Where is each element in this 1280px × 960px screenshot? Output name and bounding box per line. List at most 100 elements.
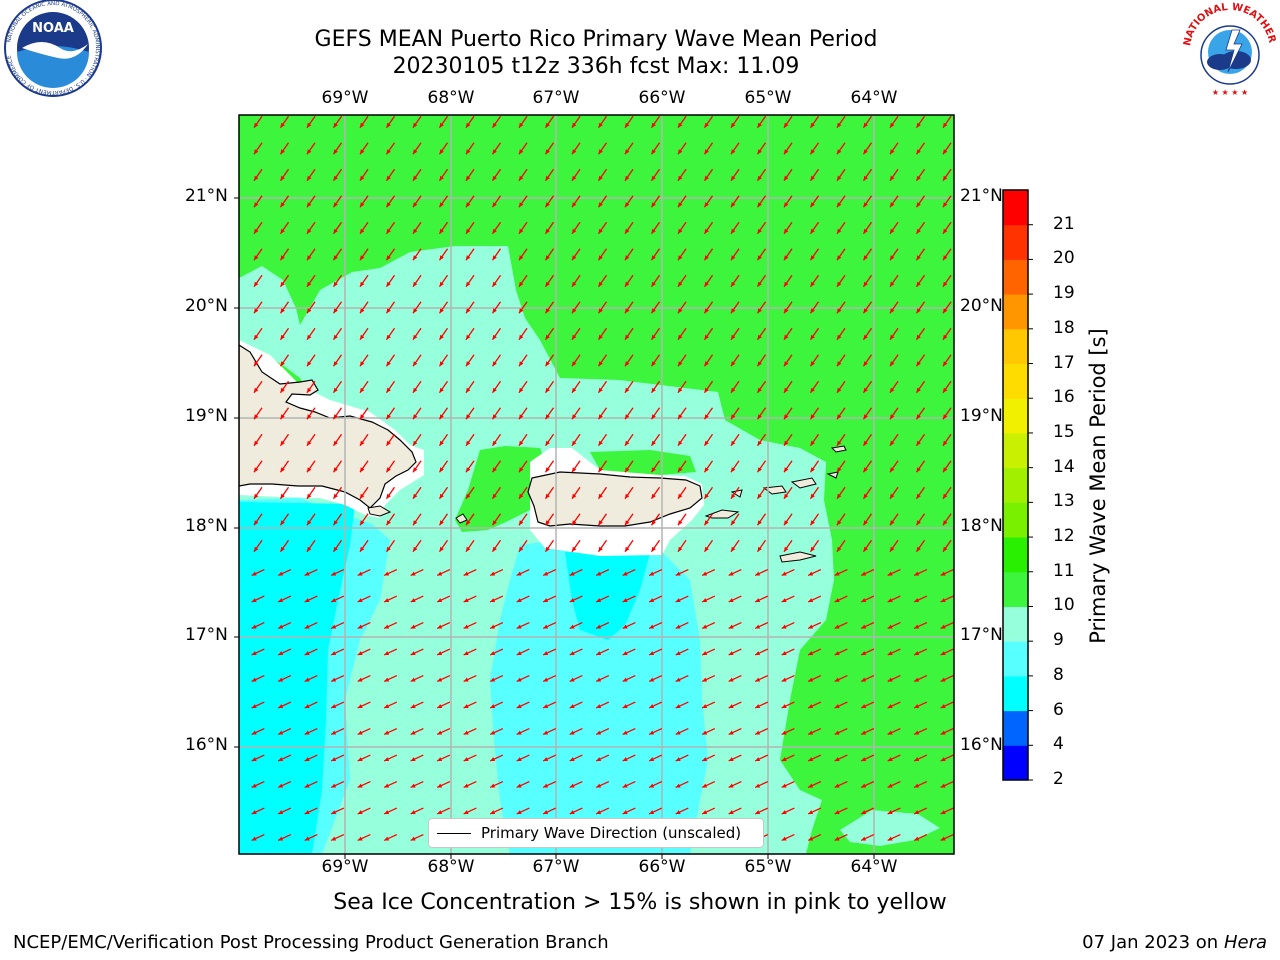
- wave-arrow-head: [545, 546, 550, 552]
- wave-arrow-head: [439, 202, 444, 208]
- wave-arrow-head: [492, 387, 497, 393]
- wave-arrow-head: [702, 651, 708, 656]
- wave-arrow-head: [412, 149, 418, 155]
- colorbar-label: 21: [1053, 213, 1075, 234]
- wave-arrow-head: [730, 308, 736, 314]
- wave-arrow-head: [306, 440, 312, 446]
- colorbar-block: [1003, 710, 1028, 746]
- wave-arrow-head: [463, 677, 469, 682]
- wave-arrow-head: [333, 175, 338, 181]
- wave-arrow-head: [940, 836, 946, 841]
- wave-arrow-head: [861, 836, 867, 841]
- wave-arrow-head: [543, 704, 549, 709]
- wave-arrow-head: [704, 308, 709, 314]
- wave-arrow-head: [942, 228, 948, 234]
- wave-arrow-head: [569, 624, 575, 629]
- wave-arrow-head: [598, 520, 603, 526]
- wave-arrow-head: [384, 571, 390, 576]
- wave-arrow-head: [675, 730, 681, 735]
- wave-arrow-head: [651, 361, 656, 367]
- wave-arrow-head: [251, 571, 257, 576]
- wave-arrow-head: [545, 122, 550, 128]
- wave-arrow-head: [386, 520, 391, 526]
- wave-arrow-head: [887, 810, 893, 815]
- wave-arrow-head: [836, 467, 842, 473]
- wave-arrow-head: [492, 361, 497, 367]
- wave-arrow-head: [280, 228, 285, 234]
- wave-arrow-head: [755, 651, 761, 656]
- wave-arrow-head: [516, 704, 522, 709]
- wave-arrow-head: [543, 783, 549, 788]
- wave-arrow-head: [569, 598, 575, 603]
- wave-arrow-head: [359, 520, 365, 526]
- field-8-9s-south: [490, 540, 708, 854]
- wave-arrow-head: [677, 175, 683, 181]
- wave-arrow-head: [410, 571, 416, 576]
- wave-arrow-head: [571, 281, 577, 287]
- wave-arrow-head: [889, 334, 895, 340]
- wave-arrow-head: [651, 414, 656, 420]
- wave-arrow-head: [861, 810, 867, 815]
- wave-arrow-head: [916, 175, 921, 181]
- wave-arrow-head: [492, 122, 497, 128]
- wave-arrow-head: [598, 546, 603, 552]
- lon-label: 65°W: [744, 88, 792, 108]
- colorbar-label: 10: [1053, 595, 1075, 616]
- wave-arrow-head: [463, 757, 469, 762]
- wave-arrow-head: [702, 757, 708, 762]
- wave-arrow-head: [410, 783, 416, 788]
- wave-arrow-head: [651, 467, 656, 473]
- wave-arrow-head: [492, 414, 497, 420]
- wave-arrow-head: [518, 122, 524, 128]
- wave-arrow-head: [569, 810, 575, 815]
- wave-arrow-head: [863, 546, 868, 552]
- wave-arrow-head: [304, 677, 310, 682]
- wave-arrow-head: [810, 281, 815, 287]
- wave-arrow-head: [253, 308, 259, 314]
- wave-arrow-head: [783, 414, 789, 420]
- wave-arrow-head: [651, 546, 656, 552]
- wave-arrow-head: [781, 598, 787, 603]
- wave-arrow-head: [543, 730, 549, 735]
- colorbar-block: [1003, 675, 1028, 712]
- wave-arrow-head: [808, 704, 814, 709]
- wave-arrow-head: [516, 651, 522, 656]
- wave-arrow-head: [331, 677, 337, 682]
- wave-arrow-head: [463, 598, 469, 603]
- wave-arrow-head: [624, 520, 630, 526]
- wave-arrow-head: [675, 571, 681, 576]
- wave-arrow-head: [755, 810, 761, 815]
- colorbar-block: [1003, 294, 1028, 330]
- wave-arrow-head: [861, 624, 867, 629]
- wave-arrow-head: [304, 571, 310, 576]
- wave-arrow-head: [569, 571, 575, 576]
- legend-label: Primary Wave Direction (unscaled): [481, 824, 742, 842]
- wave-arrow-head: [518, 546, 524, 552]
- wave-arrow-head: [916, 467, 921, 473]
- wave-arrow-head: [571, 361, 577, 367]
- lat-label: 17°N: [185, 625, 228, 645]
- wave-arrow-head: [333, 228, 338, 234]
- wave-arrow-head: [412, 361, 418, 367]
- wave-arrow-head: [622, 571, 628, 576]
- wave-arrow-head: [253, 414, 259, 420]
- wave-arrow-head: [333, 334, 338, 340]
- wave-arrow-head: [651, 149, 656, 155]
- wave-arrow-head: [940, 624, 946, 629]
- wave-arrow-head: [861, 651, 867, 656]
- wave-arrow-head: [304, 651, 310, 656]
- wave-arrow-head: [889, 361, 895, 367]
- wave-arrow-head: [651, 493, 656, 499]
- wave-arrow-head: [571, 149, 577, 155]
- wave-arrow-head: [598, 493, 603, 499]
- wave-arrow-head: [889, 387, 895, 393]
- wave-arrow-head: [280, 520, 285, 526]
- wave-arrow-head: [439, 281, 444, 287]
- wave-arrow-head: [280, 281, 285, 287]
- wave-arrow-head: [306, 255, 312, 261]
- wave-arrow-head: [889, 414, 895, 420]
- wave-arrow-head: [836, 149, 842, 155]
- colorbar-block: [1003, 328, 1028, 365]
- wave-arrow-head: [439, 387, 444, 393]
- wave-arrow-head: [333, 202, 338, 208]
